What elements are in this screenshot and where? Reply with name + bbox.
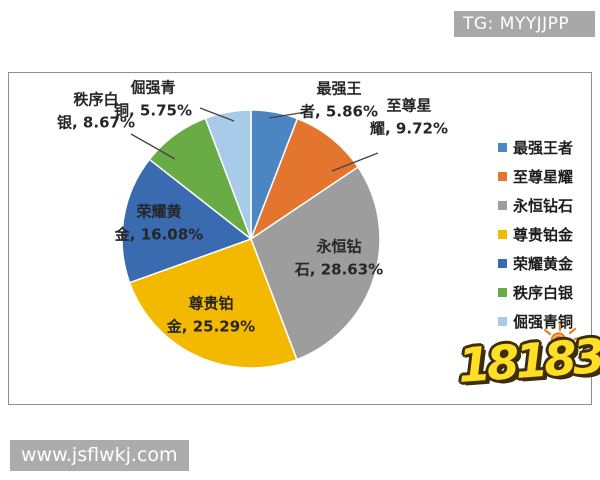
pie-label-noble-platinum: 尊贵铂 金, 25.29%	[166, 294, 256, 336]
legend-swatch-icon	[498, 171, 507, 181]
pie-label-glory-gold: 荣耀黄 金, 16.08%	[114, 202, 204, 244]
tg-contact-banner: TG: MYYJJPP	[454, 11, 595, 37]
legend-swatch-icon	[498, 200, 507, 210]
legend-swatch-icon	[498, 142, 507, 152]
pie-label-strongest-king: 最强王 者, 5.86%	[300, 79, 378, 121]
sun-swirl-icon	[543, 324, 582, 350]
pie-chart	[121, 107, 381, 369]
site-logo-18183: 18183	[456, 329, 600, 394]
leader-line-order-silver	[130, 133, 176, 160]
watermark-url: www.jsflwkj.com	[10, 440, 189, 471]
pie-slice-supreme-star	[249, 117, 360, 241]
legend-item-supreme-star: 至尊星耀	[498, 166, 573, 186]
legend-item-stubborn-bronze: 倔强青铜	[498, 311, 573, 331]
pie-slice-eternal-diamond	[250, 165, 381, 361]
legend-item-eternal-diamond: 永恒钻石	[498, 195, 573, 215]
pie-slice-glory-gold	[121, 158, 253, 284]
legend-item-order-silver: 秩序白银	[498, 282, 573, 302]
legend-swatch-icon	[498, 316, 507, 326]
chart-legend: 最强王者 至尊星耀 永恒钻石 尊贵铂金 荣耀黄金 秩序白银	[498, 137, 573, 331]
legend-item-noble-platinum: 尊贵铂金	[498, 224, 573, 244]
pie-label-order-silver: 秩序白 银, 8.67%	[57, 90, 135, 132]
legend-swatch-icon	[498, 258, 507, 268]
legend-swatch-icon	[498, 287, 507, 297]
pie-label-stubborn-bronze: 倔强青 铜, 5.75%	[114, 78, 192, 120]
leader-line-strongest-king	[268, 111, 307, 119]
pie-slice-noble-platinum	[128, 238, 298, 369]
pie-label-supreme-star: 至尊星 耀, 9.72%	[370, 96, 448, 138]
legend-swatch-icon	[498, 229, 507, 239]
leader-line-stubborn-bronze	[199, 107, 235, 122]
pie-label-eternal-diamond: 永恒钻 石, 28.63%	[294, 237, 384, 279]
leader-line-supreme-star	[331, 152, 379, 172]
rank-distribution-chart-panel: 最强王 者, 5.86% 至尊星 耀, 9.72% 永恒钻 石, 28.63% …	[8, 72, 592, 405]
pie-slice-stubborn-bronze	[204, 109, 252, 240]
tg-contact-text: TG: MYYJJPP	[463, 14, 570, 34]
legend-item-glory-gold: 荣耀黄金	[498, 253, 573, 273]
legend-item-strongest-king: 最强王者	[498, 137, 573, 157]
